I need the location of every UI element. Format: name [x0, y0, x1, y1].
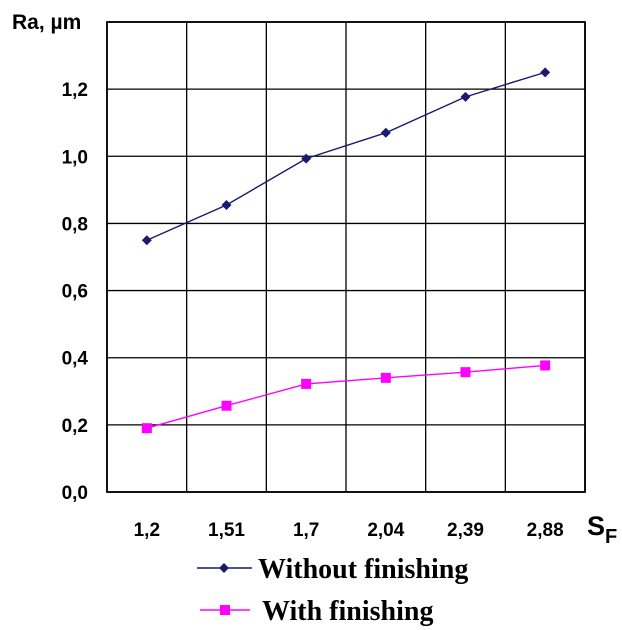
- legend-label: Without finishing: [258, 554, 468, 585]
- y-tick-label: 1,0: [62, 147, 88, 168]
- legend-marker: [220, 605, 230, 615]
- y-tick-labels: 0,0 0,2 0,4 0,6 0,8 1,0 1,2: [62, 80, 89, 504]
- x-tick-label: 1,7: [293, 520, 319, 541]
- data-point: [540, 360, 551, 371]
- y-tick-label: 1,2: [62, 80, 88, 101]
- x-tick-label: 1,51: [208, 520, 245, 541]
- x-tick-label: 2,04: [367, 520, 404, 541]
- plot-grid: [106, 21, 586, 493]
- legend-item: With finishing: [200, 596, 433, 627]
- x-tick-label: 2,39: [447, 520, 484, 541]
- data-point: [540, 67, 551, 78]
- legend-label: With finishing: [262, 596, 433, 627]
- data-series: [141, 67, 551, 434]
- data-point: [141, 423, 152, 434]
- series-with-finishing: [141, 360, 551, 434]
- data-point: [380, 127, 391, 138]
- series-without-finishing: [141, 67, 551, 246]
- x-tick-label: 1,2: [134, 520, 160, 541]
- y-axis-label: Ra, µm: [12, 11, 81, 34]
- y-tick-label: 0,6: [62, 282, 88, 303]
- y-tick-label: 0,8: [62, 214, 88, 235]
- data-point: [380, 372, 391, 383]
- data-point: [221, 400, 232, 411]
- x-axis-label: SF: [587, 511, 617, 548]
- data-point: [460, 367, 471, 378]
- legend-item: Without finishing: [197, 554, 468, 585]
- data-point: [301, 378, 312, 389]
- series-line: [146, 71, 546, 241]
- y-tick-label: 0,0: [62, 483, 88, 504]
- x-tick-labels: 1,2 1,51 1,7 2,04 2,39 2,88: [134, 520, 564, 541]
- x-tick-label: 2,88: [527, 520, 564, 541]
- data-point: [301, 153, 312, 164]
- series-line: [146, 364, 546, 429]
- plot-border: [106, 21, 586, 493]
- legend-marker: [219, 563, 229, 573]
- y-tick-label: 0,4: [62, 349, 89, 370]
- legend: Without finishing With finishing: [197, 554, 468, 627]
- data-point: [221, 199, 232, 210]
- data-point: [460, 91, 471, 102]
- y-tick-label: 0,2: [62, 416, 88, 437]
- data-point: [141, 235, 152, 246]
